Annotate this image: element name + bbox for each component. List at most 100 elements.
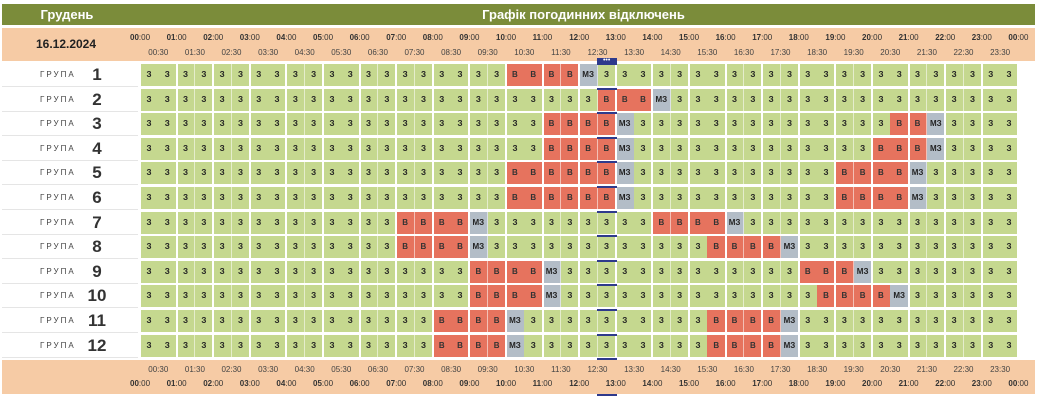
slot-cell: В [762,310,782,332]
slot-cell: З [249,113,269,136]
slot-cell: В [835,260,855,283]
slot-cell: З [414,137,434,160]
slot-cell: З [377,88,397,111]
slot-cell: В [451,236,470,259]
slot-cell: З [872,310,891,332]
slot-cell: З [249,334,269,357]
group-label-7: ГРУПА 7 [2,211,138,235]
slot-cell: З [597,310,617,332]
slot-cell: З [194,260,214,283]
slot-cell: З [414,187,434,209]
slot-cell: З [451,64,470,86]
group-number: 8 [92,237,102,257]
hour-divider [322,64,324,360]
half-hour-tick: 20:30 [880,365,901,374]
slot-cell: В [451,310,470,332]
slot-cell: З [414,64,434,86]
slot-cell: З [469,137,489,160]
slot-cell: З [268,310,287,332]
slot-cell: З [304,187,324,209]
slot-cell: З [634,162,653,185]
slot-cell: З [231,285,251,308]
slot-cell: З [615,260,635,283]
half-hour-tick: 09:30 [477,48,498,57]
slot-cell: З [689,187,708,209]
slot-cell: В [542,113,562,136]
slot-cell: З [268,285,287,308]
slot-cell: В [890,162,910,185]
slot-cell: З [140,137,159,160]
slot-cell: З [890,64,910,86]
slot-cell: З [762,113,782,136]
group-label-4: ГРУПА 4 [2,137,138,161]
slot-cell: З [725,137,745,160]
slot-cell: З [487,64,507,86]
slot-cell: З [981,334,1001,357]
slot-cell: З [707,162,727,185]
slot-cell: З [945,137,965,160]
slot-cell: З [213,162,233,185]
slot-cell: З [451,187,470,209]
slot-cell: З [286,211,306,234]
slot-cell: З [872,211,891,234]
slot-cell: З [689,310,708,332]
half-hour-tick: 15:30 [697,48,718,57]
slot-cell: З [524,236,544,259]
slot-cell: В [487,285,507,308]
slot-cell: З [158,187,178,209]
slot-cell: З [487,211,507,234]
slot-cell: В [414,211,434,234]
slot-cell: З [341,187,361,209]
slot-cell: З [396,88,416,111]
slot-cell: В [798,260,818,283]
group-number: 9 [92,261,102,281]
slot-cell: З [286,236,306,259]
slot-cell: З [689,113,708,136]
group-number: 5 [92,163,102,183]
slot-cell: З [780,137,800,160]
slot-cell: З [1000,285,1019,308]
slot-cell: В [872,187,891,209]
hour-divider [139,64,141,360]
slot-cell: З [377,260,397,283]
hour-tick: 04:00 [276,379,297,388]
current-time-line [596,63,617,65]
hour-tick: 20:00 [862,379,883,388]
slot-cell: З [231,113,251,136]
slot-cell: З [872,88,891,111]
slot-cell: З [524,137,544,160]
slot-cell: З [377,64,397,86]
slot-cell: З [286,285,306,308]
slot-cell: З [158,334,178,357]
slot-cell: З [743,285,763,308]
slot-cell: З [853,113,873,136]
bottom-time-axis [2,360,1035,394]
slot-cell: З [487,236,507,259]
slot-cell: З [707,88,727,111]
slot-cell: В [506,64,525,86]
slot-cell: З [286,64,306,86]
slot-cell: З [213,113,233,136]
hour-tick: 11:00 [532,33,553,42]
slot-cell: З [853,211,873,234]
hour-divider [395,64,398,360]
slot-cell: В [743,310,763,332]
slot-cell: З [890,211,910,234]
group-word: ГРУПА [40,242,76,252]
hour-tick: 00:00 [130,379,151,388]
slot-cell: З [780,88,800,111]
slot-cell: З [926,187,946,209]
hour-tick: 15:00 [679,33,700,42]
hour-tick: 09:00 [459,33,480,42]
slot-cell: З [323,64,342,86]
slot-cell: З [817,162,836,185]
half-hour-tick: 22:30 [953,48,974,57]
slot-cell: З [963,236,983,259]
slot-cell: З [304,285,324,308]
half-hour-tick: 03:30 [258,365,279,374]
slot-cell: З [798,187,818,209]
slot-cell: В [506,187,525,209]
hour-tick: 03:00 [239,379,260,388]
slot-cell: З [689,137,708,160]
slot-cell: З [780,187,800,209]
